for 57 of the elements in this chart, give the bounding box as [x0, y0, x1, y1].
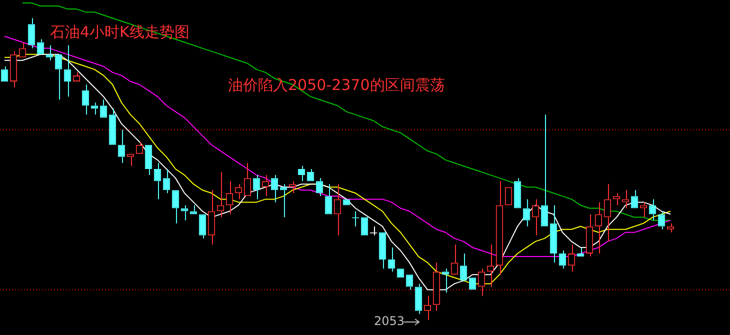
candlestick	[172, 190, 180, 224]
candlestick	[334, 184, 342, 236]
candlestick	[54, 54, 62, 100]
candlestick	[568, 244, 576, 272]
candlestick	[252, 174, 260, 200]
candlestick	[666, 222, 674, 233]
candlestick	[244, 162, 252, 196]
candlestick	[198, 214, 206, 239]
candlestick	[82, 84, 90, 116]
candlestick	[280, 184, 288, 218]
candlestick	[324, 184, 332, 214]
candlestick	[586, 214, 594, 258]
candlestick	[496, 180, 504, 276]
candlestick	[630, 190, 638, 208]
candlestick	[648, 198, 656, 221]
annotation: 油价陷入2050-2370的区间震荡	[228, 76, 445, 94]
candlestick	[180, 204, 188, 221]
candlestick	[270, 174, 278, 203]
candlestick	[226, 180, 234, 215]
candlestick	[622, 190, 630, 209]
candlestick	[144, 144, 152, 176]
candlestick	[442, 268, 450, 294]
candlestick	[658, 210, 666, 230]
candlestick	[28, 18, 36, 49]
candlestick	[532, 198, 540, 236]
candlestick	[208, 190, 216, 245]
candlestick	[288, 180, 296, 194]
candlestick	[612, 192, 620, 206]
candlestick	[406, 274, 414, 290]
candlestick	[478, 268, 486, 296]
candlestick	[154, 162, 162, 200]
candlestick	[64, 44, 72, 98]
candlestick	[162, 168, 170, 194]
candlestick	[316, 178, 324, 197]
candlestick	[604, 184, 612, 242]
candlestick	[118, 129, 126, 164]
candlestick	[576, 246, 584, 257]
candlestick	[90, 102, 98, 116]
candlestick	[522, 198, 530, 227]
candlestick	[414, 283, 422, 314]
candlestick	[514, 178, 522, 208]
candlestick	[432, 262, 440, 312]
candlestick	[640, 202, 648, 218]
candlestick	[550, 204, 558, 264]
candlestick	[108, 108, 116, 145]
candlestick	[100, 99, 108, 118]
candlestick	[460, 253, 468, 281]
candlestick	[46, 44, 54, 61]
candlestick	[540, 114, 548, 226]
annotation: 2053	[374, 314, 405, 328]
candlestick	[10, 50, 18, 88]
candlestick	[558, 250, 566, 270]
candlestick	[594, 202, 602, 254]
candlestick	[190, 204, 198, 214]
candlestick	[0, 66, 8, 82]
candlestick	[450, 244, 458, 275]
candlestick	[36, 38, 44, 54]
